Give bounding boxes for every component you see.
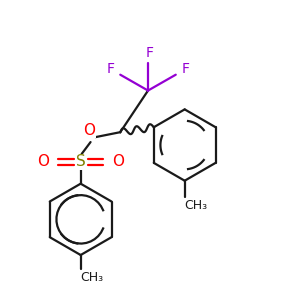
Text: F: F bbox=[106, 62, 114, 76]
Text: CH₃: CH₃ bbox=[80, 271, 103, 284]
Text: O: O bbox=[84, 123, 96, 138]
Text: O: O bbox=[112, 154, 124, 169]
Text: S: S bbox=[76, 154, 86, 169]
Text: F: F bbox=[182, 62, 190, 76]
Text: F: F bbox=[146, 46, 154, 60]
Text: CH₃: CH₃ bbox=[184, 199, 207, 212]
Text: O: O bbox=[37, 154, 49, 169]
